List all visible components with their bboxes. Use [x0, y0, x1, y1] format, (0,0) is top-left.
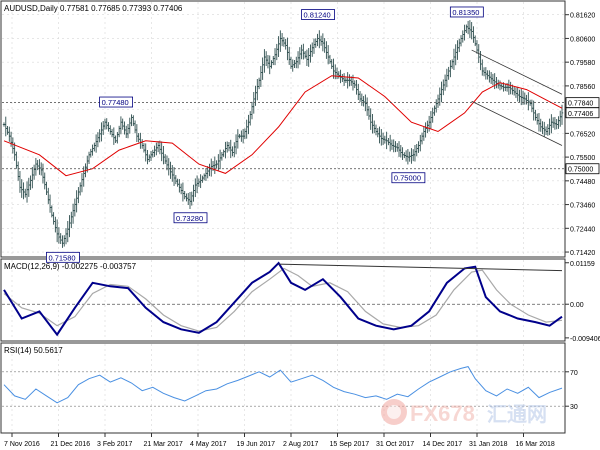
level-label: 0.77840 — [565, 97, 600, 109]
price-panel — [0, 0, 566, 258]
svg-text:0.73280: 0.73280 — [176, 214, 203, 223]
svg-text:0.77840: 0.77840 — [568, 101, 593, 108]
rsi-tick-label: 30 — [570, 404, 578, 411]
x-tick-label: 16 Mar 2018 — [516, 441, 555, 448]
price-tick-label: 0.76520 — [570, 131, 595, 138]
svg-text:0.81240: 0.81240 — [304, 11, 331, 20]
channel-line — [471, 100, 563, 146]
x-tick-label: 31 Jan 2018 — [469, 441, 508, 448]
watermark-cn-text: 汇通网 — [487, 403, 547, 426]
macd-tick-label: 0.01159 — [570, 261, 595, 268]
svg-text:0.75000: 0.75000 — [568, 167, 593, 174]
x-axis: 7 Nov 2016 21 Dec 2016 3 Feb 2017 21 Mar 20… — [4, 433, 555, 448]
x-tick-label: 2 Aug 2017 — [283, 441, 319, 448]
rsi-guides — [2, 371, 564, 407]
price-tick-label: 0.80600 — [570, 36, 595, 43]
svg-text:0.81350: 0.81350 — [452, 8, 479, 17]
level-label: 0.75000 — [565, 163, 600, 175]
price-annotation: 0.73280 — [173, 212, 208, 224]
price-annotation: 0.81240 — [301, 9, 335, 20]
rsi-axis: 70 30 — [565, 370, 578, 411]
price-tick-label: 0.72440 — [570, 226, 595, 233]
price-tick-label: 0.79580 — [570, 60, 595, 67]
macd-panel — [0, 258, 566, 342]
rsi-title: RSI(14) 50.5617 — [4, 346, 63, 355]
price-tick-label: 0.81620 — [570, 13, 595, 20]
watermark-text: FX678 — [410, 401, 475, 426]
price-tick-label: 0.71420 — [570, 250, 595, 257]
svg-text:0.77480: 0.77480 — [102, 98, 129, 107]
rsi-line — [3, 366, 563, 404]
trend-channel — [471, 49, 563, 146]
x-tick-label: 14 Dec 2017 — [423, 441, 463, 448]
x-tick-label: 4 May 2017 — [190, 441, 227, 448]
macd-trendline — [278, 263, 563, 272]
price-bars — [2, 20, 564, 248]
svg-text:0.71580: 0.71580 — [48, 253, 75, 262]
horizontal-levels: 0.77840 0.75000 0.77406 — [2, 97, 600, 175]
x-tick-label: 21 Mar 2017 — [144, 441, 183, 448]
macd-tick-label: -0.009406 — [570, 336, 600, 343]
current-price-label: 0.77406 — [565, 107, 600, 119]
price-tick-label: 0.73460 — [570, 203, 595, 210]
price-title: AUDUSD,Daily 0.77581 0.77685 0.77393 0.7… — [4, 4, 183, 13]
svg-text:0.75000: 0.75000 — [394, 174, 421, 183]
rsi-tick-label: 70 — [570, 370, 578, 377]
price-annotations: 0.71580 0.77480 0.73280 0.81240 0.75000 0.813… — [46, 6, 484, 263]
price-annotation: 0.71580 — [46, 251, 80, 263]
macd-axis: 0.01159 0.00 -0.009406 — [565, 261, 600, 343]
x-tick-label: 19 Jun 2017 — [237, 441, 276, 448]
macd-tick-label: 0.00 — [570, 302, 584, 309]
watermark-globe-icon — [381, 399, 407, 425]
x-tick-label: 15 Sep 2017 — [330, 441, 370, 448]
macd-line — [3, 261, 563, 337]
price-tick-label: 0.74480 — [570, 179, 595, 186]
macd-title: MACD(12,26,9) -0.002275 -0.003757 — [4, 262, 137, 271]
x-tick-label: 3 Feb 2017 — [97, 441, 133, 448]
price-tick-label: 0.75500 — [570, 155, 595, 162]
x-tick-label: 31 Oct 2017 — [376, 441, 414, 448]
x-tick-label: 7 Nov 2016 — [4, 441, 40, 448]
x-tick-label: 21 Dec 2016 — [51, 441, 91, 448]
watermark-logo: FX678 汇通网 — [381, 399, 547, 426]
price-annotation: 0.77480 — [99, 96, 133, 108]
channel-line — [471, 49, 563, 95]
rsi-panel — [0, 342, 566, 434]
moving-average-line — [3, 75, 563, 177]
svg-text:0.77406: 0.77406 — [568, 111, 593, 118]
price-annotation: 0.75000 — [391, 172, 426, 184]
price-annotation: 0.81350 — [449, 6, 484, 18]
price-tick-label: 0.78560 — [570, 84, 595, 91]
